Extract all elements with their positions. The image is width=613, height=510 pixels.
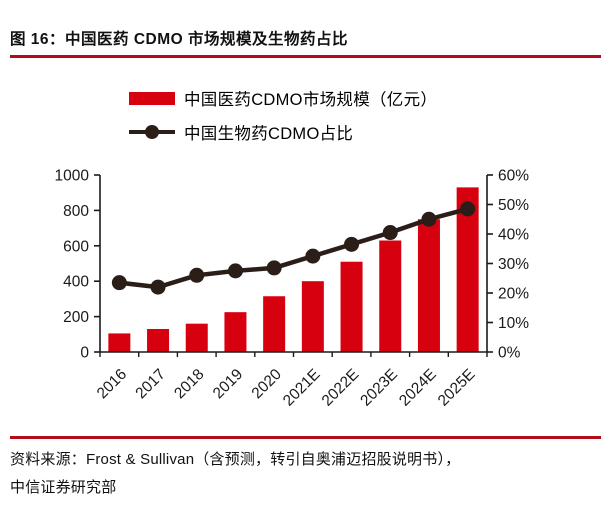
legend-bar-label: 中国医药CDMO市场规模（亿元） bbox=[184, 91, 438, 109]
bar-2025E bbox=[456, 187, 479, 352]
right-axis-tick-label: 40% bbox=[498, 227, 529, 244]
line-point-2019 bbox=[227, 263, 243, 279]
x-label-2016: 2016 bbox=[94, 366, 130, 402]
line-point-2018 bbox=[189, 267, 205, 283]
source-note-line1: 资料来源：Frost & Sullivan（含预测，转引自奥浦迈招股说明书）， bbox=[10, 451, 461, 468]
bar-2017 bbox=[147, 328, 170, 352]
title-divider-rule bbox=[10, 55, 601, 58]
bar-swatch-icon bbox=[129, 91, 175, 105]
x-label-2024E: 2024E bbox=[396, 366, 440, 410]
x-label-2022E: 2022E bbox=[319, 366, 363, 410]
bar-2023E bbox=[379, 240, 402, 352]
right-axis-tick-label: 0% bbox=[498, 345, 521, 362]
line-dot bbox=[145, 125, 159, 139]
line-point-2025E bbox=[460, 201, 476, 217]
left-axis-tick-label: 0 bbox=[80, 345, 89, 362]
line-point-2021E bbox=[305, 248, 321, 264]
figure-title: 图 16：中国医药 CDMO 市场规模及生物药占比 bbox=[10, 31, 349, 48]
left-axis-tick-label: 600 bbox=[63, 238, 89, 255]
bar-2020 bbox=[263, 296, 286, 352]
line-point-2017 bbox=[150, 279, 166, 295]
bar-2016 bbox=[108, 333, 131, 352]
left-axis-tick-label: 800 bbox=[63, 203, 89, 220]
line-point-2016 bbox=[111, 275, 127, 291]
right-axis-tick-label: 10% bbox=[498, 315, 529, 332]
right-axis-tick-label: 60% bbox=[498, 168, 529, 185]
legend-item-biologics-share: 中国生物药CDMO占比 bbox=[129, 121, 437, 143]
line-point-2024E bbox=[421, 211, 437, 227]
left-axis-tick-label: 400 bbox=[63, 274, 89, 291]
x-label-2025E: 2025E bbox=[435, 366, 479, 410]
chart-legend: 中国医药CDMO市场规模（亿元） 中国生物药CDMO占比 bbox=[129, 87, 437, 155]
x-label-2023E: 2023E bbox=[357, 366, 401, 410]
right-axis-tick-label: 30% bbox=[498, 256, 529, 273]
legend-line-label: 中国生物药CDMO占比 bbox=[184, 125, 354, 143]
bar-2022E bbox=[340, 261, 363, 352]
chart-canvas: 0 200 400 600 800 1000 0% 10% 20% 30% 40% 50% 60% 201… bbox=[55, 168, 530, 410]
line-point-2023E bbox=[382, 225, 398, 241]
line-point-2022E bbox=[344, 236, 360, 252]
x-label-2021E: 2021E bbox=[280, 366, 324, 410]
right-axis-tick-label: 50% bbox=[498, 197, 529, 214]
x-label-2018: 2018 bbox=[171, 366, 207, 402]
bar-2024E bbox=[417, 219, 440, 352]
right-axis-tick-label: 20% bbox=[498, 286, 529, 303]
biologics-share-line bbox=[119, 206, 469, 290]
bar-2018 bbox=[185, 323, 208, 352]
line-point-2020 bbox=[266, 260, 282, 276]
source-divider-rule bbox=[10, 436, 601, 439]
x-label-2019: 2019 bbox=[210, 366, 246, 402]
source-note: 资料来源：Frost & Sullivan（含预测，转引自奥浦迈招股说明书）， … bbox=[10, 446, 593, 502]
source-note-line2: 中信证券研究部 bbox=[10, 479, 117, 496]
chart-area: 0 200 400 600 800 1000 0% 10% 20% 30% 40% 50% 60% 201… bbox=[0, 150, 613, 440]
bar-2019 bbox=[224, 312, 247, 352]
left-axis-tick-label: 1000 bbox=[55, 168, 90, 185]
line-marker-icon bbox=[129, 125, 175, 139]
left-axis-tick-label: 200 bbox=[63, 309, 89, 326]
bar-2021E bbox=[301, 281, 324, 352]
legend-item-market-size: 中国医药CDMO市场规模（亿元） bbox=[129, 87, 437, 109]
x-label-2017: 2017 bbox=[132, 366, 168, 402]
